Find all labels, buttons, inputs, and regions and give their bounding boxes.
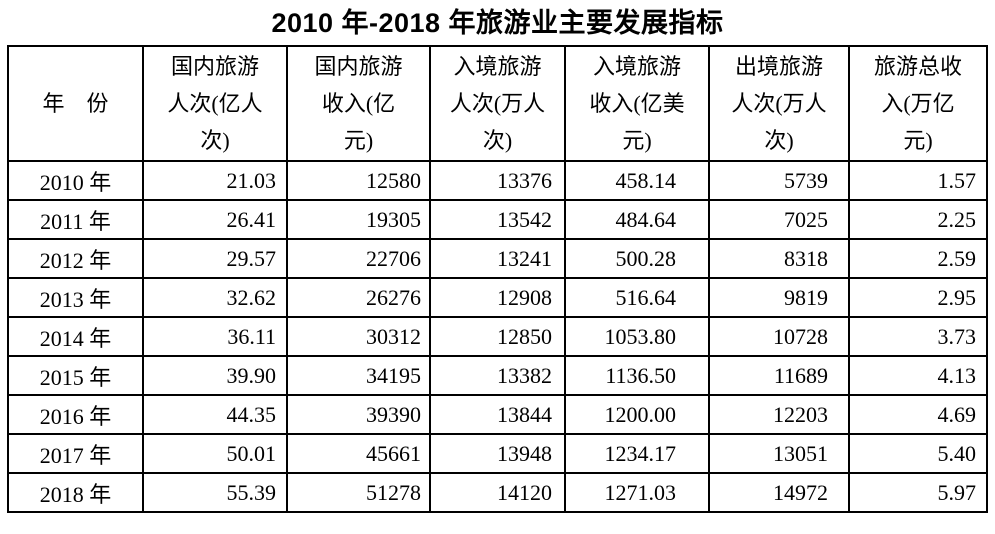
year-cell: 2015 年 — [7, 355, 144, 396]
value-cell: 1.57 — [848, 160, 988, 201]
value-cell: 32.62 — [142, 277, 288, 318]
year-cell: 2010 年 — [7, 160, 144, 201]
value-cell: 21.03 — [142, 160, 288, 201]
table-row: 2015 年 39.90 34195 13382 1136.50 11689 4.13 — [7, 355, 988, 396]
value-cell: 13542 — [429, 199, 566, 240]
value-cell: 7025 — [708, 199, 850, 240]
value-cell: 14120 — [429, 472, 566, 513]
value-cell: 12908 — [429, 277, 566, 318]
value-cell: 12203 — [708, 394, 850, 435]
table-body: 2010 年 21.03 12580 13376 458.14 5739 1.57 2011 … — [7, 160, 988, 513]
value-cell: 45661 — [286, 433, 431, 474]
value-cell: 36.11 — [142, 316, 288, 357]
value-cell: 2.59 — [848, 238, 988, 279]
table-row: 2014 年 36.11 30312 12850 1053.80 10728 3.73 — [7, 316, 988, 357]
value-cell: 13376 — [429, 160, 566, 201]
value-cell: 1053.80 — [564, 316, 710, 357]
value-cell: 39.90 — [142, 355, 288, 396]
value-cell: 13382 — [429, 355, 566, 396]
value-cell: 26276 — [286, 277, 431, 318]
value-cell: 5.97 — [848, 472, 988, 513]
value-cell: 13241 — [429, 238, 566, 279]
value-cell: 12850 — [429, 316, 566, 357]
value-cell: 2.95 — [848, 277, 988, 318]
value-cell: 500.28 — [564, 238, 710, 279]
year-cell: 2012 年 — [7, 238, 144, 279]
year-cell: 2011 年 — [7, 199, 144, 240]
year-cell: 2017 年 — [7, 433, 144, 474]
column-header-domestic-trips: 国内旅游 人次(亿人 次) — [142, 45, 288, 162]
value-cell: 22706 — [286, 238, 431, 279]
value-cell: 4.69 — [848, 394, 988, 435]
table-row: 2012 年 29.57 22706 13241 500.28 8318 2.59 — [7, 238, 988, 279]
value-cell: 1136.50 — [564, 355, 710, 396]
year-cell: 2016 年 — [7, 394, 144, 435]
value-cell: 30312 — [286, 316, 431, 357]
column-header-year: 年 份 — [7, 45, 144, 162]
column-header-inbound-trips: 入境旅游 人次(万人 次) — [429, 45, 566, 162]
value-cell: 1200.00 — [564, 394, 710, 435]
value-cell: 11689 — [708, 355, 850, 396]
table-row: 2018 年 55.39 51278 14120 1271.03 14972 5.97 — [7, 472, 988, 513]
value-cell: 5739 — [708, 160, 850, 201]
value-cell: 1271.03 — [564, 472, 710, 513]
value-cell: 13948 — [429, 433, 566, 474]
value-cell: 51278 — [286, 472, 431, 513]
value-cell: 55.39 — [142, 472, 288, 513]
value-cell: 39390 — [286, 394, 431, 435]
page-title: 2010 年-2018 年旅游业主要发展指标 — [271, 8, 724, 38]
year-cell: 2018 年 — [7, 472, 144, 513]
value-cell: 3.73 — [848, 316, 988, 357]
column-header-outbound-trips: 出境旅游 人次(万人 次) — [708, 45, 850, 162]
value-cell: 458.14 — [564, 160, 710, 201]
table-header: 年 份 国内旅游 人次(亿人 次) 国内旅游 收入(亿 元) 入境旅游 人次(万… — [7, 45, 988, 162]
value-cell: 12580 — [286, 160, 431, 201]
table-row: 2010 年 21.03 12580 13376 458.14 5739 1.57 — [7, 160, 988, 201]
value-cell: 26.41 — [142, 199, 288, 240]
value-cell: 2.25 — [848, 199, 988, 240]
value-cell: 29.57 — [142, 238, 288, 279]
value-cell: 13844 — [429, 394, 566, 435]
value-cell: 4.13 — [848, 355, 988, 396]
column-header-domestic-revenue: 国内旅游 收入(亿 元) — [286, 45, 431, 162]
year-cell: 2014 年 — [7, 316, 144, 357]
table-row: 2013 年 32.62 26276 12908 516.64 9819 2.95 — [7, 277, 988, 318]
value-cell: 44.35 — [142, 394, 288, 435]
value-cell: 14972 — [708, 472, 850, 513]
table-row: 2016 年 44.35 39390 13844 1200.00 12203 4.69 — [7, 394, 988, 435]
tourism-indicators-table: 年 份 国内旅游 人次(亿人 次) 国内旅游 收入(亿 元) 入境旅游 人次(万… — [7, 45, 988, 513]
value-cell: 516.64 — [564, 277, 710, 318]
value-cell: 1234.17 — [564, 433, 710, 474]
page: 2010 年-2018 年旅游业主要发展指标 年 份 国内旅游 人次(亿人 次)… — [7, 8, 988, 513]
value-cell: 9819 — [708, 277, 850, 318]
value-cell: 10728 — [708, 316, 850, 357]
table-row: 2011 年 26.41 19305 13542 484.64 7025 2.25 — [7, 199, 988, 240]
value-cell: 19305 — [286, 199, 431, 240]
table-row: 2017 年 50.01 45661 13948 1234.17 13051 5.40 — [7, 433, 988, 474]
value-cell: 34195 — [286, 355, 431, 396]
value-cell: 484.64 — [564, 199, 710, 240]
header-row: 年 份 国内旅游 人次(亿人 次) 国内旅游 收入(亿 元) 入境旅游 人次(万… — [7, 45, 988, 162]
column-header-inbound-revenue: 入境旅游 收入(亿美 元) — [564, 45, 710, 162]
value-cell: 8318 — [708, 238, 850, 279]
value-cell: 50.01 — [142, 433, 288, 474]
value-cell: 13051 — [708, 433, 850, 474]
column-header-total-revenue: 旅游总收 入(万亿 元) — [848, 45, 988, 162]
year-cell: 2013 年 — [7, 277, 144, 318]
value-cell: 5.40 — [848, 433, 988, 474]
